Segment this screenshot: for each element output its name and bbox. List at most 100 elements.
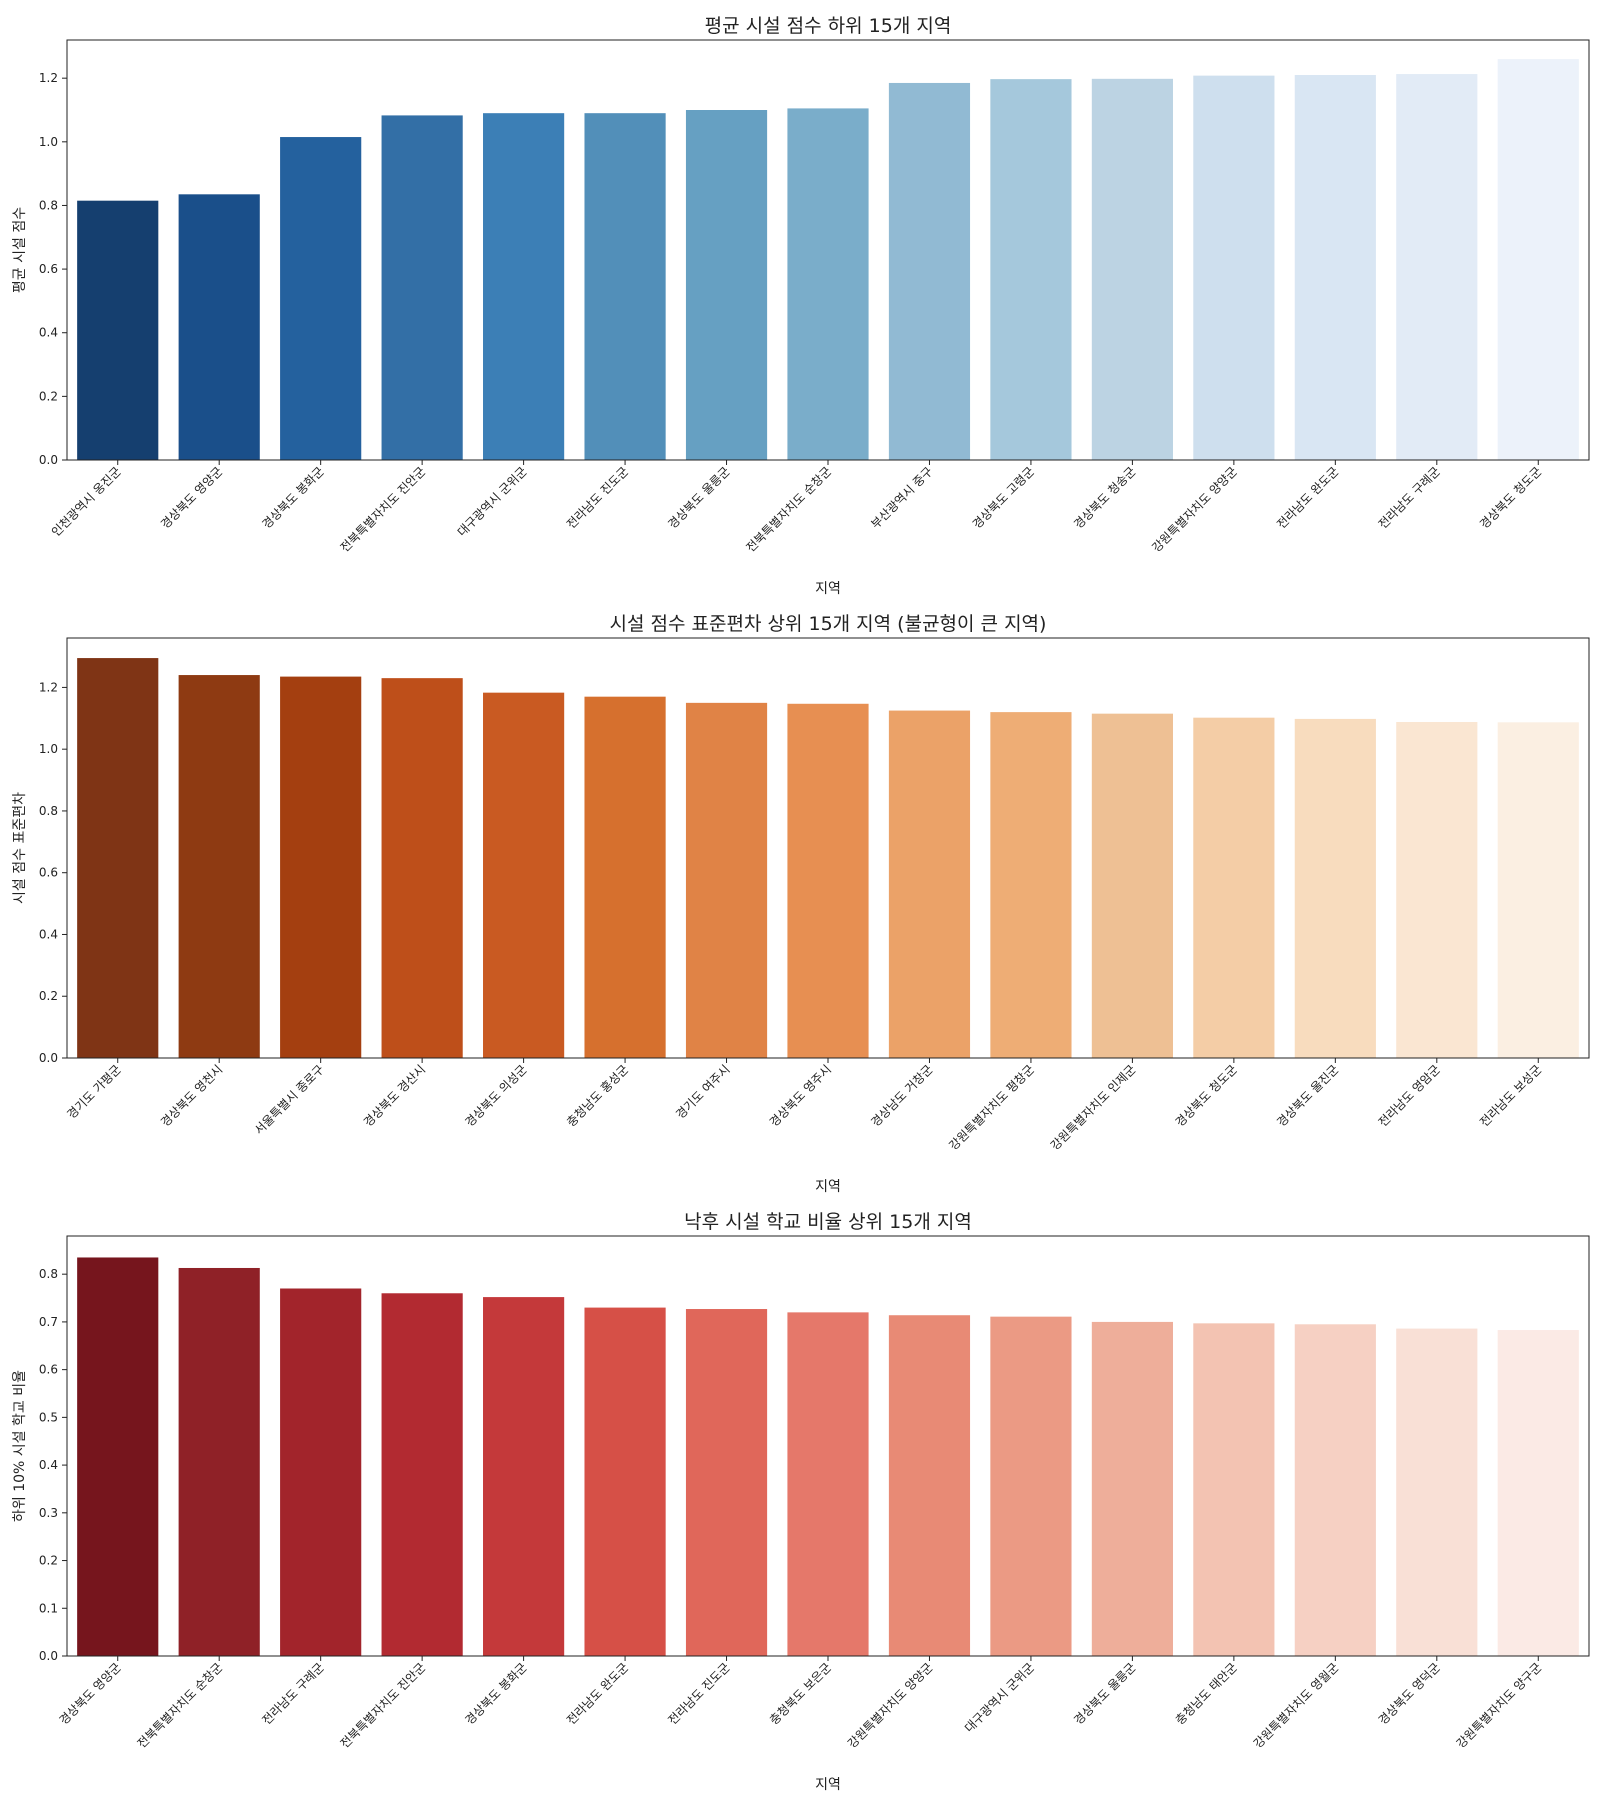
bar [1497, 722, 1579, 1058]
bar [990, 712, 1072, 1058]
bar [990, 1316, 1072, 1656]
y-tick-label: 1.2 [39, 680, 58, 694]
x-tick-label: 부산광역시 중구 [868, 464, 935, 531]
bar [1193, 717, 1275, 1058]
bar [685, 702, 768, 1058]
chart-2: 0.0 0.2 0.4 0.6 0.8 1.0 1.2 경기도 가평군 경상북도 영천시 서울특별… [12, 613, 1590, 1195]
bar [1294, 1324, 1376, 1656]
x-tick-label: 경상북도 청도군 [1477, 464, 1544, 531]
bar [178, 194, 260, 460]
bar [787, 108, 869, 460]
x-tick-label: 경상북도 청도군 [1173, 1062, 1240, 1129]
bar [1497, 1330, 1579, 1656]
bar [888, 1315, 971, 1656]
y-tick-label: 0.7 [39, 1315, 58, 1329]
bar [1294, 75, 1376, 460]
bar [1091, 1321, 1173, 1656]
x-tick-label: 전라남도 진도군 [564, 464, 631, 531]
chart-title: 낙후 시설 학교 비율 상위 15개 지역 [684, 1211, 972, 1233]
x-tick-label: 전라남도 영암군 [1376, 1062, 1443, 1129]
y-axis-label: 하위 10% 시설 학교 비율 [12, 1370, 28, 1522]
y-tick-label: 0.8 [39, 804, 58, 818]
bar [1396, 1328, 1478, 1656]
bar [787, 703, 869, 1058]
x-tick-label: 경상북도 울릉군 [1071, 1660, 1138, 1727]
x-tick-label: 경상북도 영양군 [57, 1660, 124, 1727]
x-tick-label: 경상북도 봉화군 [462, 1660, 529, 1727]
bar [584, 113, 666, 460]
x-tick-label: 경상북도 울진군 [1274, 1062, 1341, 1129]
x-tick-label: 전라남도 완도군 [564, 1660, 631, 1727]
x-tick-label: 대구광역시 군위군 [455, 464, 530, 539]
bar [381, 678, 463, 1058]
bar [483, 692, 565, 1058]
y-tick-label: 0.1 [39, 1601, 58, 1615]
chart-1: 0.0 0.2 0.4 0.6 0.8 1.0 1.2 인천광역시 옹진군 경상북도 영양군 경상… [12, 15, 1590, 597]
bar [1294, 718, 1376, 1058]
x-tick-label: 경상북도 경산시 [361, 1062, 428, 1129]
bar [1396, 722, 1478, 1058]
bar [77, 1257, 159, 1656]
x-tick-label: 강원특별자치도 양양군 [1149, 464, 1240, 555]
x-tick-label: 경기도 가평군 [64, 1062, 123, 1121]
x-tick-label: 전북특별자치도 순창군 [135, 1660, 226, 1751]
x-tick-label: 전라남도 구례군 [1376, 464, 1443, 531]
bar [280, 137, 362, 460]
bar [990, 79, 1072, 461]
x-tick-label: 전라남도 진도군 [665, 1660, 732, 1727]
x-tick-label: 강원특별자치도 양구군 [1454, 1660, 1545, 1751]
bar [1193, 1323, 1275, 1656]
bar [787, 1312, 869, 1656]
y-tick-label: 1.2 [39, 71, 58, 85]
bar [178, 675, 260, 1058]
x-tick-label: 경상북도 영덕군 [1376, 1660, 1443, 1727]
x-tick-label: 강원특별자치도 영월군 [1251, 1660, 1342, 1751]
chart-title: 평균 시설 점수 하위 15개 지역 [705, 15, 952, 37]
x-tick-label: 경상북도 고령군 [970, 464, 1037, 531]
y-tick-label: 0.6 [39, 262, 58, 276]
y-tick-label: 1.0 [39, 135, 58, 149]
x-tick-label: 경상북도 의성군 [462, 1062, 529, 1129]
bar [1091, 78, 1173, 461]
x-tick-label: 경상북도 울릉군 [665, 464, 732, 531]
x-tick-label: 충청남도 태안군 [1173, 1660, 1240, 1727]
x-tick-label: 경상북도 청송군 [1071, 464, 1138, 531]
x-axis-label: 지역 [815, 1179, 841, 1195]
bar [381, 1293, 463, 1656]
bar [77, 658, 159, 1058]
bar [888, 82, 971, 461]
y-tick-label: 0.0 [39, 1051, 58, 1065]
x-tick-label: 전북특별자치도 진안군 [338, 464, 429, 555]
bar [1091, 713, 1173, 1058]
x-axis-label: 지역 [815, 1777, 841, 1793]
bar [77, 200, 159, 460]
x-tick-label: 충청북도 보은군 [767, 1660, 834, 1727]
bar [685, 1309, 768, 1656]
y-tick-label: 0.6 [39, 866, 58, 880]
y-tick-label: 0.4 [39, 927, 58, 941]
y-tick-label: 0.3 [39, 1506, 58, 1520]
x-tick-label: 전라남도 완도군 [1274, 464, 1341, 531]
x-tick-label: 경상북도 영천시 [157, 1062, 225, 1130]
chart-title: 시설 점수 표준편차 상위 15개 지역 (불균형이 큰 지역) [610, 613, 1047, 635]
x-tick-label: 서울특별시 종로구 [252, 1062, 327, 1137]
x-tick-label: 경상북도 영양군 [158, 464, 225, 531]
x-tick-label: 전북특별자치도 순창군 [743, 464, 834, 555]
x-tick-label: 강원특별자치도 양양군 [845, 1660, 936, 1751]
y-tick-label: 1.0 [39, 742, 58, 756]
x-tick-label: 대구광역시 군위군 [962, 1660, 1037, 1735]
bar [1193, 75, 1275, 461]
y-axis-label: 평균 시설 점수 [12, 207, 28, 293]
x-tick-label: 전북특별자치도 진안군 [338, 1660, 429, 1751]
x-tick-label: 경기도 여주시 [673, 1062, 732, 1121]
bar [685, 110, 768, 460]
bar [1497, 59, 1579, 460]
bar [381, 115, 463, 460]
bar [280, 676, 362, 1058]
x-tick-label: 강원특별자치도 평창군 [946, 1062, 1037, 1153]
x-tick-label: 경상북도 영주시 [767, 1062, 834, 1129]
x-tick-label: 전라남도 구례군 [260, 1660, 327, 1727]
y-tick-label: 0.4 [39, 326, 58, 340]
bar [483, 1297, 565, 1656]
